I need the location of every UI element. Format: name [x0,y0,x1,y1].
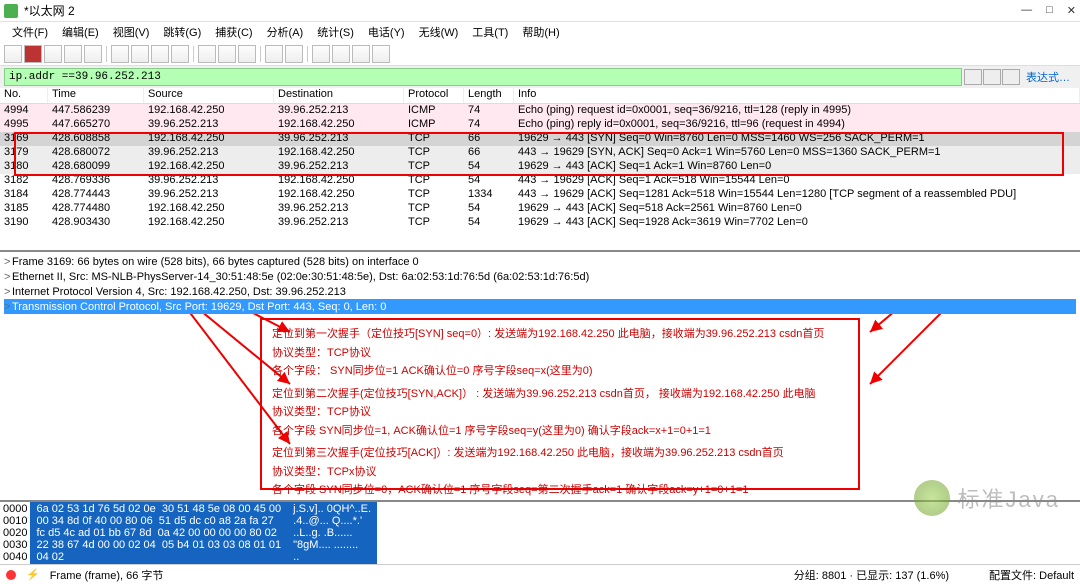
filter-bar: 表达式… [0,66,1080,88]
anno-line: 协议类型：TCP协议 [272,345,848,362]
detail-row[interactable]: >Frame 3169: 66 bytes on wire (528 bits)… [4,254,1076,269]
anno-line: 定位到第二次握手(定位技巧[SYN,ACK]） : 发送端为39.96.252.… [272,386,848,403]
menu-item[interactable]: 编辑(E) [56,24,105,40]
detail-row[interactable]: >Internet Protocol Version 4, Src: 192.1… [4,284,1076,299]
packet-row[interactable]: 4995447.66527039.96.252.213192.168.42.25… [0,118,1080,132]
toolbar-btn[interactable] [265,45,283,63]
menu-item[interactable]: 工具(T) [466,24,514,40]
toolbar-btn[interactable] [372,45,390,63]
hex-offsets: 00000010002000300040 [0,502,30,564]
toolbar-btn[interactable] [151,45,169,63]
packet-row[interactable]: 3185428.774480192.168.42.25039.96.252.21… [0,202,1080,216]
anno-line: 各个字段： SYN同步位=1 ACK确认位=0 序号字段seq=x(这里为0) [272,363,848,380]
toolbar [0,42,1080,66]
maximize-button[interactable]: □ [1046,4,1053,17]
toolbar-btn[interactable] [131,45,149,63]
packet-row[interactable]: 4994447.586239192.168.42.25039.96.252.21… [0,104,1080,118]
display-filter-input[interactable] [4,68,962,86]
annotation-area: 定位到第一次握手（定位技巧[SYN] seq=0）: 发送端为192.168.4… [0,314,1080,500]
anno-line: 定位到第一次握手（定位技巧[SYN] seq=0）: 发送端为192.168.4… [272,326,848,343]
hex-ascii: j.S.v].. 0QH^..E..4..@... Q....*.'..L..g… [287,502,377,564]
toolbar-btn[interactable] [111,45,129,63]
status-packets: 分组: 8801 · 已显示: 137 (1.6%) [794,567,949,583]
toolbar-btn[interactable] [44,45,62,63]
col-time[interactable]: Time [48,88,144,103]
menu-item[interactable]: 统计(S) [311,24,360,40]
annotation-box: 定位到第一次握手（定位技巧[SYN] seq=0）: 发送端为192.168.4… [260,318,860,490]
toolbar-btn[interactable] [24,45,42,63]
packet-row[interactable]: 3184428.77444339.96.252.213192.168.42.25… [0,188,1080,202]
col-proto[interactable]: Protocol [404,88,464,103]
packet-row[interactable]: 3169428.608858192.168.42.25039.96.252.21… [0,132,1080,146]
menu-item[interactable]: 视图(V) [107,24,156,40]
watermark-text: 标准Java [958,482,1060,514]
packet-details[interactable]: >Frame 3169: 66 bytes on wire (528 bits)… [0,250,1080,314]
col-info[interactable]: Info [514,88,1080,103]
menu-item[interactable]: 文件(F) [6,24,54,40]
titlebar: *以太网 2 — □ ✕ [0,0,1080,22]
toolbar-btn[interactable] [64,45,82,63]
anno-line: 各个字段 SYN同步位=1, ACK确认位=1 序号字段seq=y(这里为0) … [272,423,848,440]
menu-item[interactable]: 帮助(H) [516,24,565,40]
packet-row[interactable]: 3179428.68007239.96.252.213192.168.42.25… [0,146,1080,160]
toolbar-btn[interactable] [285,45,303,63]
menubar: 文件(F)编辑(E)视图(V)跳转(G)捕获(C)分析(A)统计(S)电话(Y)… [0,22,1080,42]
toolbar-btn[interactable] [312,45,330,63]
toolbar-btn[interactable] [332,45,350,63]
menu-item[interactable]: 分析(A) [261,24,310,40]
toolbar-btn[interactable] [352,45,370,63]
col-dst[interactable]: Destination [274,88,404,103]
hex-bytes: 6a 02 53 1d 76 5d 02 0e 30 51 48 5e 08 0… [30,502,287,564]
menu-item[interactable]: 无线(W) [413,24,465,40]
col-src[interactable]: Source [144,88,274,103]
statusbar: ⚡ Frame (frame), 66 字节 分组: 8801 · 已显示: 1… [0,564,1080,584]
packet-list[interactable]: No. Time Source Destination Protocol Len… [0,88,1080,250]
capture-indicator-icon [6,570,16,580]
detail-row[interactable]: >Ethernet II, Src: MS-NLB-PhysServer-14_… [4,269,1076,284]
toolbar-btn[interactable] [198,45,216,63]
toolbar-btn[interactable] [218,45,236,63]
anno-line: 定位到第三次握手(定位技巧[ACK]）: 发送端为192.168.42.250 … [272,445,848,462]
packet-row[interactable]: 3190428.903430192.168.42.25039.96.252.21… [0,216,1080,230]
watermark-icon [914,480,950,516]
toolbar-btn[interactable] [171,45,189,63]
filter-dropdown-button[interactable] [1002,69,1020,85]
detail-row[interactable]: >Transmission Control Protocol, Src Port… [4,299,1076,314]
menu-item[interactable]: 跳转(G) [157,24,207,40]
minimize-button[interactable]: — [1021,4,1032,17]
col-len[interactable]: Length [464,88,514,103]
toolbar-btn[interactable] [84,45,102,63]
anno-line: 协议类型：TCP协议 [272,404,848,421]
packet-header: No. Time Source Destination Protocol Len… [0,88,1080,104]
toolbar-btn[interactable] [4,45,22,63]
app-icon [4,4,18,18]
packet-row[interactable]: 3182428.76933639.96.252.213192.168.42.25… [0,174,1080,188]
anno-line: 各个字段 SYN同步位=0，ACK确认位=1 序号字段seq=第二次握手ack=… [272,482,848,499]
menu-item[interactable]: 电话(Y) [362,24,411,40]
col-no[interactable]: No. [0,88,48,103]
status-ready-icon: ⚡ [26,568,40,581]
toolbar-btn[interactable] [238,45,256,63]
status-frame: Frame (frame), 66 字节 [50,567,164,583]
anno-line: 协议类型：TCPx协议 [272,464,848,481]
expression-button[interactable]: 表达式… [1020,69,1076,85]
status-profile[interactable]: 配置文件: Default [989,567,1074,583]
menu-item[interactable]: 捕获(C) [209,24,258,40]
window-title: *以太网 2 [24,2,1021,19]
close-button[interactable]: ✕ [1067,4,1076,17]
watermark: 标准Java [914,480,1060,516]
filter-clear-button[interactable] [964,69,982,85]
packet-row[interactable]: 3180428.680099192.168.42.25039.96.252.21… [0,160,1080,174]
filter-apply-button[interactable] [983,69,1001,85]
